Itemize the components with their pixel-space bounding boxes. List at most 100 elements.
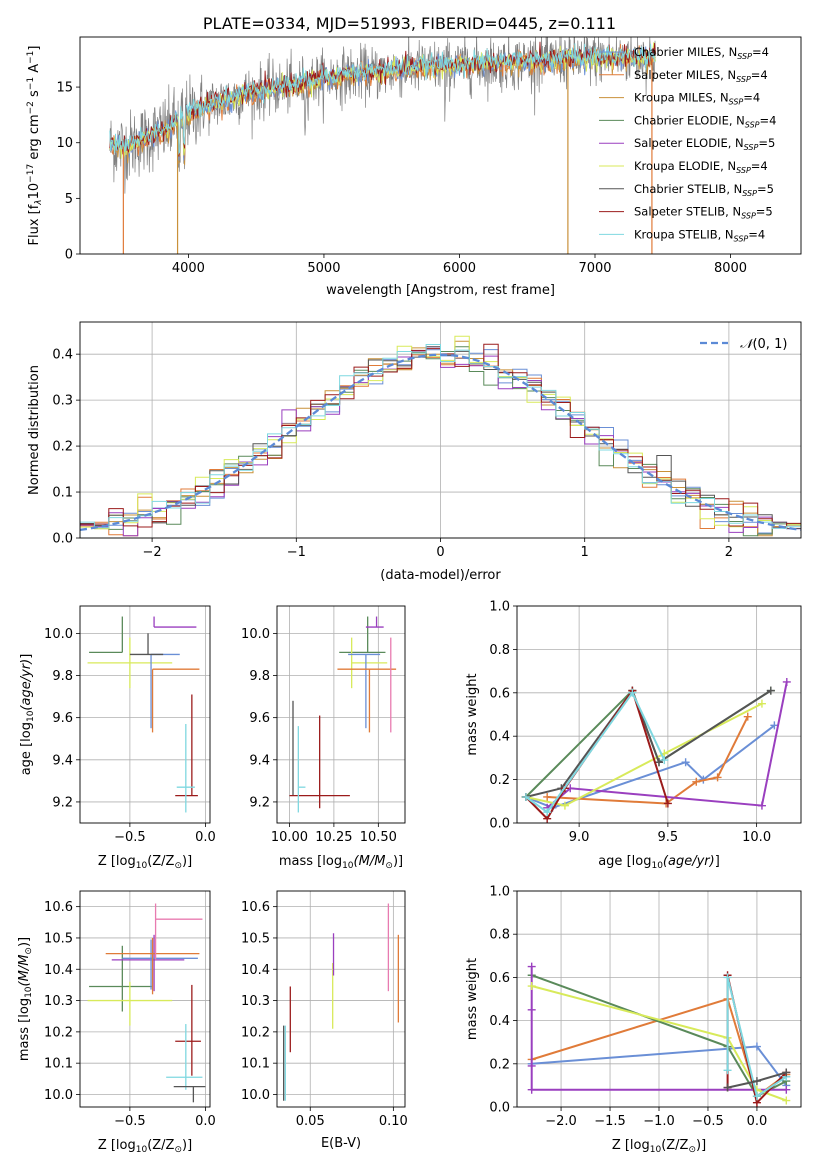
y-tick-label: 10.1 [241,1057,270,1072]
series-marker [723,1066,732,1075]
series-marker [770,721,779,730]
y-tick-label: 0.6 [489,971,510,986]
x-tick-label: 8000 [714,261,747,276]
normal-reference-curve [80,353,801,532]
series-marker [782,1068,791,1077]
legend-label: Salpeter STELIB, NSSP=5 [634,205,773,221]
series-line [546,681,788,809]
legend-label: Chabrier ELODIE, NSSP=4 [634,113,776,129]
y-axis-label: mass [log10(M/M⊙)] [17,937,34,1061]
x-tick-label: 1 [581,545,589,560]
y-tick-label: 10.0 [44,1088,73,1103]
series-marker [663,799,672,808]
y-tick-label: 1.0 [489,600,510,615]
y-axis-label: mass weight [465,958,480,1040]
x-tick-label: −1.0 [643,1114,675,1129]
legend-label: Kroupa MILES, NSSP=4 [634,91,760,107]
line-group [527,962,791,1107]
series-marker [527,982,536,991]
y-tick-label: 15 [56,81,73,96]
x-tick-label: −2 [143,545,162,560]
x-tick-label: 2 [725,545,733,560]
errorbar-group [289,616,397,813]
mass_vs_Z-panel: −0.5 0.0 10.0 10.1 10.2 10.3 10.4 10.5 10.6 Z [lo… [17,890,216,1155]
series-marker [681,758,690,767]
histogram-series [80,344,801,538]
series-marker [782,1085,791,1094]
y-tick-label: 10.1 [44,1057,73,1072]
series-line [525,690,666,814]
series-marker [628,688,637,697]
series-marker [743,712,752,721]
axes-frame [516,890,802,1108]
axes-frame [79,890,211,1108]
series-marker [543,808,552,817]
y-tick-label: 0.0 [489,817,510,832]
x-tick-label: 0.05 [296,1114,325,1129]
axes-frame [79,321,802,539]
axes-frame [79,605,211,824]
y-tick-label: 0.2 [52,440,73,455]
series-marker [766,686,775,695]
y-tick-label: 0.2 [489,773,510,788]
x-axis-label: E(B-V) [321,1136,361,1151]
x-axis-label: mass [log10(M/M⊙)] [279,854,403,871]
spectrum-lines [109,37,657,254]
legend-label: 𝒩(0, 1) [740,337,787,352]
massweight_vs_age-panel: 9.0 9.5 10.0 0.0 0.2 0.4 0.6 0.8 1.0 mass weight a… [465,600,802,871]
histogram-group [80,335,801,538]
y-tick-label: 0.8 [489,928,510,943]
y-tick-label: 9.2 [249,795,270,810]
errorbar-group [282,903,400,1101]
y-tick-label: 0.4 [489,730,510,745]
y-tick-label: 10.5 [44,931,73,946]
x-tick-label: 0 [436,545,444,560]
y-axis-label: Flux [fλ10−17 erg cm−2 s−1 A−1] [26,46,44,246]
y-tick-label: 10.4 [241,963,270,978]
series-marker [660,756,669,765]
mass_vs_ebv-panel: 0.05 0.10 10.0 10.1 10.2 10.3 10.4 10.5 10.6 E(B-… [241,890,408,1151]
y-tick-label: 10.0 [241,1088,270,1103]
y-axis-label: age [log10(age/yr)] [19,654,36,776]
x-tick-label: 9.0 [569,830,590,845]
legend-label: Salpeter ELODIE, NSSP=5 [634,136,775,152]
y-tick-label: 9.6 [249,711,270,726]
spectrum-panel: 4000 5000 6000 7000 8000 0 5 10 15 Chabrier MILES… [26,36,802,298]
series-marker [560,801,569,810]
y-tick-label: 10.2 [44,1025,73,1040]
y-tick-label: 0.6 [489,686,510,701]
age_vs_Z-panel: −0.5 0.0 9.2 9.4 9.6 9.8 10.0 Z [log10(Z/Z⊙)] ag… [19,605,216,871]
age_vs_mass-panel: 10.00 10.25 10.50 9.2 9.4 9.6 9.8 10.0 mass [log… [241,605,406,871]
series-marker [752,1092,761,1101]
y-tick-label: 10.2 [241,1025,270,1040]
y-tick-label: 0.4 [52,348,73,363]
x-tick-label: 6000 [443,261,476,276]
series-line [531,985,787,1102]
y-tick-label: 0.1 [52,486,73,501]
series-line [726,977,787,1098]
errorbar-group [87,903,206,1103]
y-tick-label: 10 [56,136,73,151]
legend-label: Kroupa STELIB, NSSP=4 [634,227,765,243]
x-tick-label: 0.0 [195,830,216,845]
y-tick-label: 10.3 [241,994,270,1009]
series-marker [752,1042,761,1051]
y-tick-label: 0.0 [489,1101,510,1116]
axes-frame [276,890,406,1108]
x-axis-label: age [log10(age/yr)] [598,854,720,871]
x-tick-label: 10.25 [315,830,352,845]
y-tick-label: 0.0 [52,532,73,547]
legend-label: Chabrier STELIB, NSSP=5 [634,182,774,198]
y-tick-label: 10.6 [44,900,73,915]
x-axis-label: Z [log10(Z/Z⊙)] [612,1138,706,1155]
y-tick-label: 10.4 [44,963,73,978]
y-tick-label: 10.6 [241,900,270,915]
axes-frame [276,605,406,824]
series-marker [757,801,766,810]
figure-title: PLATE=0334, MJD=51993, FIBERID=0445, z=0… [203,14,616,33]
y-tick-label: 10.0 [44,627,73,642]
series-marker [752,1077,761,1086]
x-tick-label: 0.0 [747,1114,768,1129]
y-tick-label: 1.0 [489,885,510,900]
